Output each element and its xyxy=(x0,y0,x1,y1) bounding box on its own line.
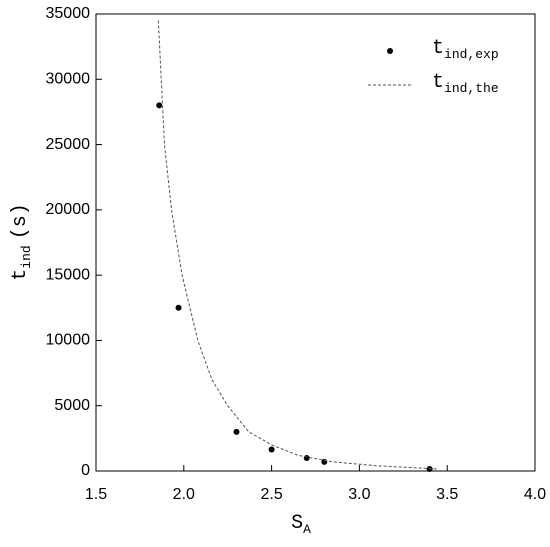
plot-frame xyxy=(95,13,536,472)
y-tick-label: 0 xyxy=(81,462,90,479)
x-tick-label: 4.0 xyxy=(524,486,546,503)
legend-main: t xyxy=(432,37,444,60)
y-tick-label: 35000 xyxy=(46,5,91,22)
x-tick-label: 1.5 xyxy=(85,486,107,503)
y-tick-label: 15000 xyxy=(46,266,91,283)
legend-label: tind,exp xyxy=(432,37,499,62)
x-tick-label: 3.5 xyxy=(436,486,458,503)
legend-sub: ind,exp xyxy=(444,47,499,62)
x-tick-label: 2.0 xyxy=(173,486,195,503)
y-tick-label: 25000 xyxy=(46,136,91,153)
y-tick-label: 10000 xyxy=(46,332,91,349)
y-tick-label: 5000 xyxy=(54,397,90,414)
legend-main: t xyxy=(432,71,444,94)
y-tick-label: 20000 xyxy=(46,201,91,218)
x-tick-label: 2.5 xyxy=(260,486,282,503)
legend-sub: ind,the xyxy=(444,81,499,96)
theory-line xyxy=(157,20,439,470)
y-tick-label: 30000 xyxy=(46,71,91,88)
y-axis-label: tind(s) xyxy=(9,203,34,280)
point xyxy=(156,102,163,109)
point xyxy=(268,446,275,453)
point xyxy=(303,454,310,461)
point xyxy=(233,428,240,435)
point xyxy=(175,304,182,311)
x-tick-label: 3.0 xyxy=(348,486,370,503)
x-axis-label: SA xyxy=(291,512,311,537)
legend-marker xyxy=(387,48,393,54)
legend-label: tind,the xyxy=(432,71,499,96)
